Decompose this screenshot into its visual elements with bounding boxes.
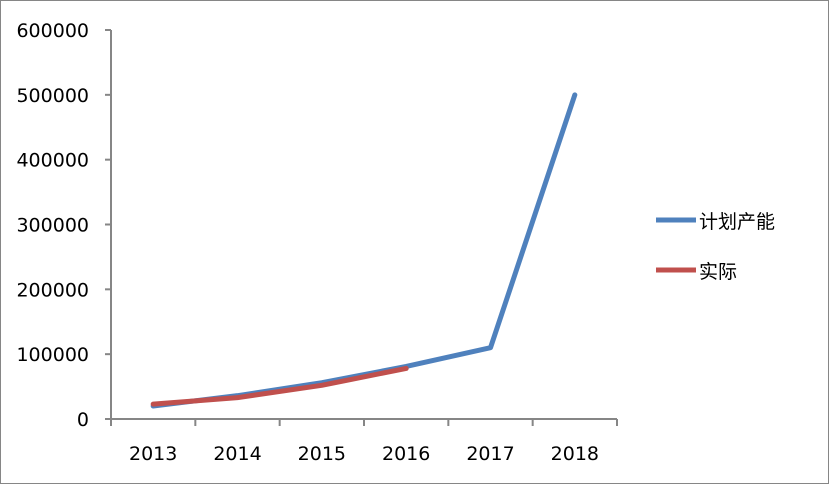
legend-label: 实际 (699, 261, 737, 283)
x-tick-label: 2015 (298, 443, 346, 465)
y-tick-label: 200000 (16, 279, 89, 301)
x-tick-label: 2013 (129, 443, 177, 465)
y-tick-label: 0 (77, 409, 89, 431)
legend-label: 计划产能 (699, 211, 775, 233)
x-tick-label: 2018 (551, 443, 599, 465)
y-tick-label: 300000 (16, 215, 89, 237)
x-tick-label: 2017 (466, 443, 514, 465)
x-tick-label: 2016 (382, 443, 430, 465)
y-tick-label: 600000 (16, 20, 89, 42)
x-tick-label: 2014 (213, 443, 261, 465)
y-tick-label: 400000 (16, 150, 89, 172)
series-line-1 (150, 365, 409, 407)
y-tick-label: 500000 (16, 85, 89, 107)
y-tick-label: 100000 (16, 344, 89, 366)
series-line-0 (150, 92, 578, 409)
